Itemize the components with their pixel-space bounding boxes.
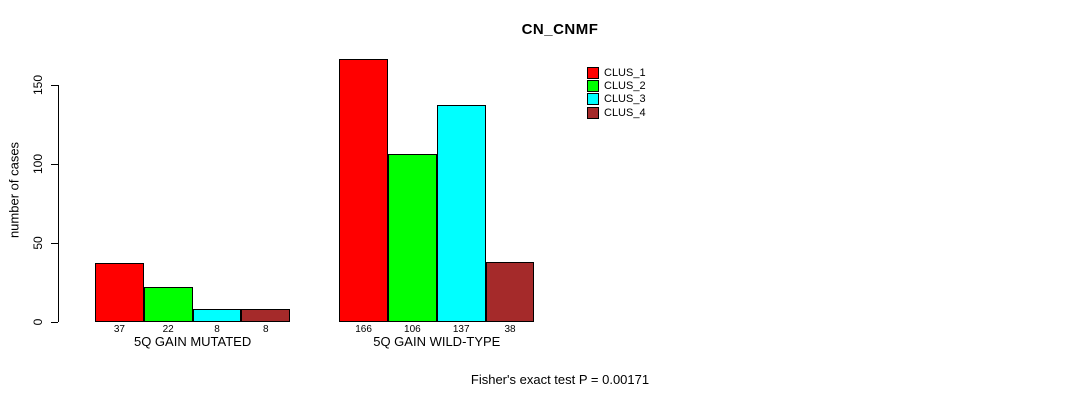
category-label: 5Q GAIN WILD-TYPE	[373, 334, 501, 349]
legend-item-clus_1: CLUS_1	[587, 66, 646, 79]
y-axis-line	[58, 84, 59, 322]
legend-item-clus_4: CLUS_4	[587, 106, 646, 119]
legend-swatch-icon	[587, 106, 599, 119]
bar-value-label: 8	[263, 324, 269, 335]
chart-title: CN_CNMF	[521, 21, 599, 38]
bar-value-label: 38	[504, 324, 516, 335]
y-tick-label: 50	[31, 236, 45, 250]
legend-label: CLUS_2	[604, 79, 646, 92]
bar-clus_3-2	[436, 105, 486, 322]
legend-swatch-icon	[587, 93, 599, 106]
legend: CLUS_1 CLUS_2 CLUS_3 CLUS_4	[587, 66, 646, 119]
bar-value-label: 106	[404, 324, 421, 335]
legend-item-clus_3: CLUS_3	[587, 93, 646, 106]
category-label: 5Q GAIN MUTATED	[133, 334, 252, 349]
bar-value-label: 22	[162, 324, 174, 335]
bar-clus_3-1	[192, 309, 242, 322]
y-tick-label: 100	[31, 153, 45, 174]
legend-swatch-icon	[587, 79, 599, 92]
bar-clus_4-2	[485, 261, 535, 322]
bar-clus_1-1	[95, 263, 144, 322]
annotation-fisher-test: Fisher's exact test P = 0.00171	[470, 372, 650, 387]
bar-value-label: 166	[355, 324, 372, 335]
legend-swatch-icon	[587, 66, 599, 79]
bar-clus_2-2	[388, 154, 437, 322]
bar-clus_4-1	[241, 309, 291, 322]
bar-clus_1-2	[339, 59, 388, 322]
y-tick-mark	[51, 84, 58, 86]
y-tick-label: 150	[31, 74, 45, 95]
bar-value-label: 37	[113, 324, 125, 335]
bar-value-label: 8	[214, 324, 220, 335]
y-tick-mark	[51, 163, 58, 165]
y-tick-mark	[51, 242, 58, 244]
y-tick-mark	[51, 322, 58, 323]
y-axis-label: number of cases	[6, 141, 22, 239]
legend-item-clus_2: CLUS_2	[587, 79, 646, 92]
y-tick-label: 0	[31, 318, 45, 326]
bar-clus_2-1	[143, 287, 193, 322]
legend-label: CLUS_3	[604, 93, 646, 106]
legend-label: CLUS_1	[604, 66, 646, 79]
bar-value-label: 137	[452, 324, 470, 335]
legend-label: CLUS_4	[604, 106, 646, 119]
